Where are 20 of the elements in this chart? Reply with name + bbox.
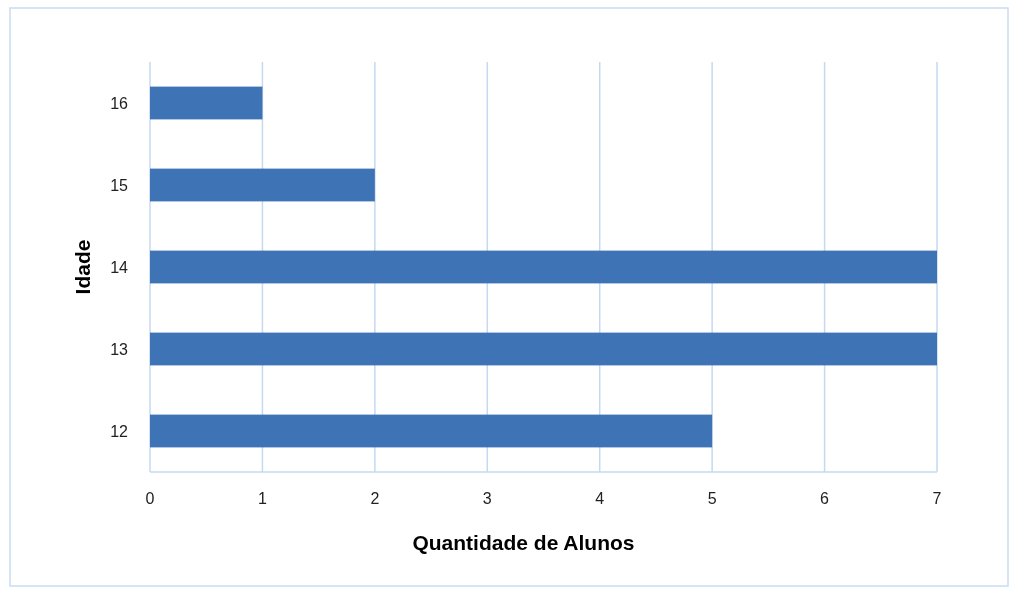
x-tick-label: 0 <box>145 490 155 507</box>
x-tick-label: 6 <box>820 490 830 507</box>
bar <box>150 332 937 366</box>
x-tick-label: 3 <box>482 490 492 507</box>
x-tick-label: 7 <box>932 490 942 507</box>
x-tick-label: 5 <box>707 490 717 507</box>
bar <box>150 86 263 120</box>
bar <box>150 168 375 202</box>
y-tick-label: 13 <box>110 340 129 358</box>
bar <box>150 414 713 448</box>
x-tick-label: 2 <box>370 490 380 507</box>
y-tick-label: 14 <box>110 258 129 276</box>
bar <box>150 250 937 284</box>
x-tick-label: 1 <box>257 490 267 507</box>
y-axis-title: Idade <box>71 239 94 295</box>
x-tick-label: 4 <box>595 490 605 507</box>
y-tick-label: 15 <box>110 176 129 194</box>
y-tick-label: 16 <box>110 94 129 112</box>
x-axis-title: Quantidade de Alunos <box>412 531 635 554</box>
y-tick-label: 12 <box>110 422 129 440</box>
